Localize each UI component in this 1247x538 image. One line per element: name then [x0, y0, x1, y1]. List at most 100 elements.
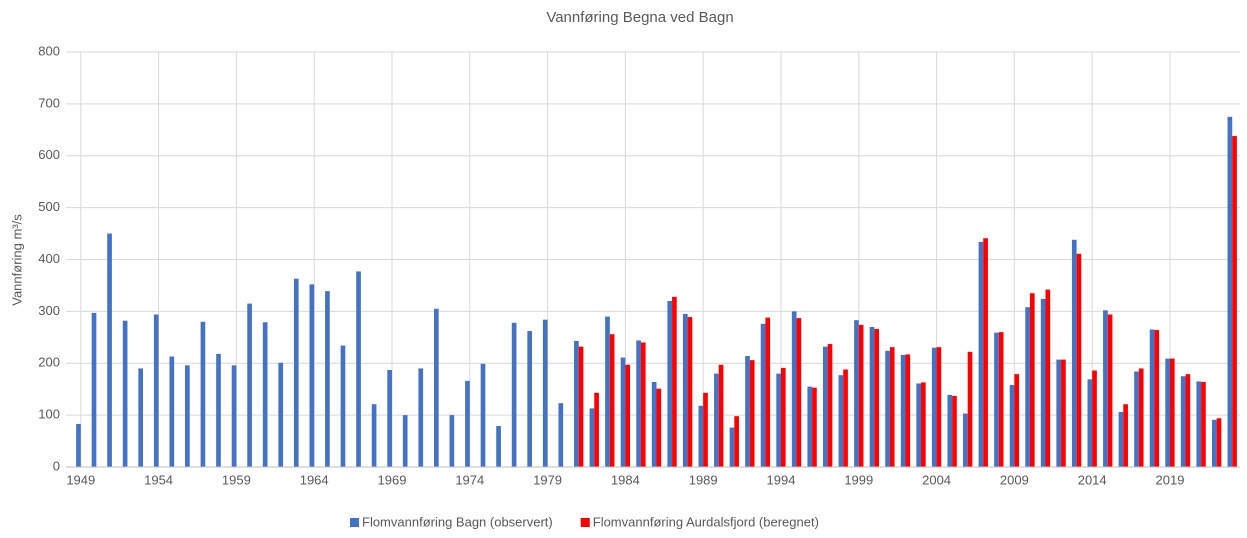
bar	[1087, 379, 1093, 467]
y-tick-label: 600	[38, 147, 60, 162]
bar	[1107, 314, 1113, 467]
bar	[1227, 116, 1233, 467]
bar	[1123, 404, 1128, 467]
bar	[449, 415, 455, 467]
y-tick-label: 200	[38, 355, 60, 370]
bar	[900, 354, 906, 467]
chart-title: Vannføring Begna ved Bagn	[546, 9, 733, 26]
bar	[107, 233, 112, 467]
legend-swatch	[580, 518, 590, 527]
x-tick-label: 2014	[1078, 472, 1107, 487]
bar	[247, 303, 252, 467]
bar	[605, 316, 610, 467]
bar	[729, 427, 735, 467]
bar	[749, 360, 755, 467]
y-tick-label: 100	[38, 407, 60, 422]
bar	[998, 332, 1004, 467]
bar	[480, 363, 486, 467]
y-tick-label: 400	[38, 251, 60, 266]
x-tick-label: 1999	[844, 472, 873, 487]
bar	[745, 355, 750, 467]
y-tick-label: 800	[38, 43, 60, 58]
bar	[1092, 370, 1097, 467]
bar	[325, 291, 330, 467]
bar	[1040, 298, 1046, 467]
bar	[1180, 376, 1186, 467]
bar	[496, 426, 501, 467]
bar	[978, 241, 984, 467]
x-tick-label: 1969	[378, 472, 407, 487]
bar	[1232, 136, 1237, 467]
bar	[640, 342, 646, 467]
x-tick-label: 1959	[222, 472, 251, 487]
bar	[1138, 368, 1144, 467]
bar	[822, 346, 828, 467]
bar	[672, 296, 677, 467]
bar	[947, 394, 953, 467]
bar	[1118, 412, 1124, 467]
x-tick-label: 1954	[144, 472, 173, 487]
bar	[812, 387, 817, 467]
x-tick-label: 2004	[922, 472, 951, 487]
bar	[874, 329, 880, 467]
bar	[542, 319, 548, 467]
bar	[718, 364, 724, 467]
x-tick-label: 1979	[533, 472, 562, 487]
bar	[963, 413, 968, 467]
bar	[1014, 374, 1020, 467]
bar	[869, 326, 875, 467]
x-tick-label: 2009	[1000, 472, 1029, 487]
bar	[1056, 359, 1062, 467]
bar	[885, 350, 890, 467]
bar	[838, 375, 844, 467]
bar	[609, 334, 615, 467]
bar	[1025, 307, 1030, 467]
bar	[309, 284, 315, 467]
x-tick-label: 1949	[66, 472, 95, 487]
bar	[262, 322, 268, 467]
bar	[703, 392, 708, 467]
legend-label: Flomvannføring Bagn (observert)	[362, 514, 553, 529]
bar	[1103, 310, 1108, 467]
x-tick-label: 1964	[300, 472, 329, 487]
bar	[589, 408, 595, 467]
y-tick-label: 300	[38, 303, 60, 318]
y-tick-label: 700	[38, 95, 60, 110]
bar	[511, 322, 517, 467]
bar	[293, 278, 299, 467]
bar	[231, 365, 237, 467]
bar	[687, 317, 693, 467]
bar	[433, 308, 439, 467]
bar	[465, 380, 470, 467]
y-tick-label: 0	[53, 458, 60, 473]
legend-swatch	[350, 518, 359, 527]
bar	[185, 365, 190, 467]
bar	[1216, 418, 1222, 467]
bar	[138, 368, 144, 467]
bar	[936, 347, 942, 467]
bar	[682, 313, 688, 467]
bar	[574, 340, 579, 467]
bar	[1071, 239, 1077, 467]
bar	[994, 332, 999, 467]
bar	[698, 405, 704, 467]
bar	[667, 301, 673, 467]
bar	[402, 415, 408, 467]
bar	[905, 354, 911, 467]
bar	[1076, 253, 1082, 467]
bar	[527, 331, 533, 467]
bar	[858, 324, 864, 467]
bar	[765, 317, 771, 467]
bar	[169, 356, 175, 467]
bar	[558, 403, 564, 467]
bar	[827, 344, 833, 467]
bar	[578, 346, 584, 467]
bar	[278, 362, 284, 467]
bar	[1211, 419, 1217, 467]
bar	[651, 381, 657, 467]
bar	[200, 321, 206, 467]
bar	[1169, 358, 1175, 467]
y-axis-title: Vannføring m³/s	[9, 214, 24, 306]
bar	[340, 345, 346, 467]
